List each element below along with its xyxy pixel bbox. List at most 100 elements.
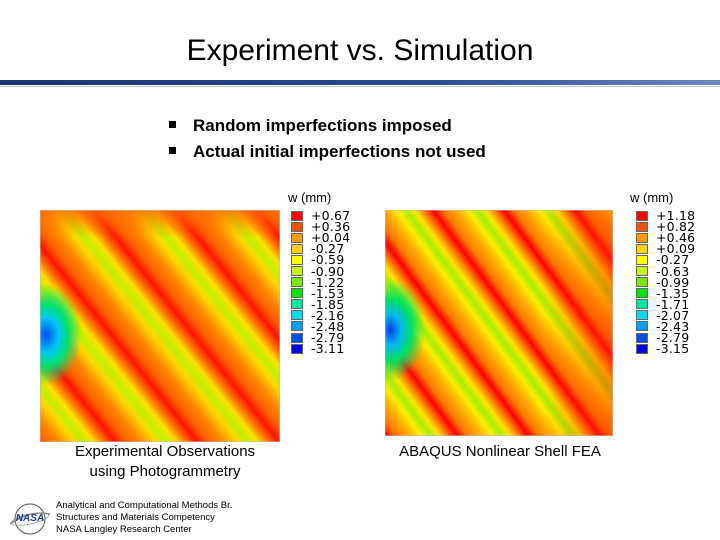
legend-entry: -0.27 — [291, 241, 350, 257]
legend-value: -0.59 — [311, 252, 345, 268]
legend-entry: +0.67 — [291, 208, 351, 224]
legend-entry: -2.79 — [291, 331, 350, 344]
legend-swatch — [291, 310, 303, 321]
legend-value: -1.22 — [311, 274, 345, 290]
legend-entry: -0.90 — [291, 263, 350, 279]
legend-entry: -1.22 — [291, 274, 350, 290]
legend-entry: -1.35 — [636, 285, 695, 301]
legend-value: -1.53 — [311, 285, 345, 301]
legend-swatch — [636, 254, 648, 265]
legend-entry: +0.46 — [636, 230, 696, 246]
legend-swatch — [291, 277, 303, 288]
legend-value: +1.18 — [656, 208, 696, 224]
legend-swatch — [636, 343, 648, 354]
legend-value: +0.46 — [656, 230, 696, 246]
footer: Analytical and Computational Methods Br.… — [56, 500, 232, 536]
legend-entry: -2.48 — [291, 318, 350, 334]
legend-title: w (mm) — [288, 190, 332, 205]
experimental-caption: Experimental Observations using Photogra… — [40, 442, 290, 482]
legend-swatch — [291, 266, 303, 277]
legend-entry: -0.27 — [636, 252, 695, 268]
legend-value: -0.99 — [656, 274, 690, 290]
legend-value: -1.71 — [656, 296, 690, 312]
legend-value: -0.27 — [311, 241, 345, 257]
legend-value: +0.04 — [311, 230, 351, 246]
legend-entry: -1.53 — [291, 285, 350, 301]
legend-swatch — [291, 288, 303, 299]
legend-swatch — [636, 299, 648, 310]
legend-value: -1.85 — [311, 296, 345, 312]
footer-line: NASA Langley Research Center — [56, 524, 192, 535]
legend-entry: -0.99 — [636, 274, 695, 290]
bullet-text: Actual initial imperfections not used — [193, 142, 486, 161]
legend-value: -0.90 — [311, 263, 345, 279]
legend-value: -0.63 — [656, 263, 690, 279]
legend-value: -2.79 — [656, 330, 690, 346]
legend-swatch — [291, 243, 303, 254]
legend-left: +0.67 +0.36 +0.04 -0.27 -0.59 -0.90 -1.22 -1.53… — [291, 208, 351, 357]
legend-entry: -0.59 — [291, 252, 350, 268]
experimental-contour-plot — [40, 210, 280, 442]
simulation-caption: ABAQUS Nonlinear Shell FEA — [399, 443, 601, 460]
simulation-contour-plot — [385, 210, 613, 436]
legend-swatch — [291, 299, 303, 310]
legend-value: -2.16 — [311, 307, 345, 323]
legend-swatch — [291, 210, 303, 221]
legend-swatch — [636, 277, 648, 288]
bullet-item: Random imperfections imposed — [165, 113, 486, 139]
legend-value: -3.11 — [311, 341, 345, 357]
bullet-item: Actual initial imperfections not used — [165, 139, 486, 165]
legend-entry: -0.63 — [636, 263, 695, 279]
footer-line: Structures and Materials Competency — [56, 512, 215, 523]
legend-entry: +0.82 — [636, 219, 696, 235]
legend-value: -1.35 — [656, 285, 690, 301]
legend-entry: -2.16 — [291, 307, 350, 323]
legend-value: -0.27 — [656, 252, 690, 268]
legend-swatch — [636, 266, 648, 277]
legend-swatch — [636, 321, 648, 332]
legend-entry: -2.07 — [636, 307, 695, 323]
legend-entry: +0.04 — [291, 230, 351, 246]
legend-swatch — [636, 332, 648, 343]
legend-swatch — [636, 288, 648, 299]
legend-value: +0.09 — [656, 241, 696, 257]
legend-entry: -1.71 — [636, 296, 695, 312]
legend-entry: -1.85 — [291, 296, 350, 312]
legend-swatch — [291, 343, 303, 354]
legend-entry: +0.36 — [291, 219, 351, 235]
bullet-list: Random imperfections imposed Actual init… — [165, 113, 486, 165]
legend-swatch — [291, 332, 303, 343]
legend-value: +0.82 — [656, 219, 696, 235]
bullet-square-icon — [169, 146, 176, 154]
legend-entry: -3.11 — [291, 341, 350, 357]
legend-right: +1.18 +0.82 +0.46 +0.09 -0.27 -0.63 -0.99 -1.35… — [636, 208, 696, 357]
legend-value: -2.07 — [656, 307, 690, 323]
legend-title: w (mm) — [630, 190, 674, 205]
nasa-logo-text: NASA — [15, 513, 45, 524]
legend-value: -2.43 — [656, 318, 690, 334]
caption-line: using Photogrammetry — [89, 463, 241, 480]
legend-entry: +0.09 — [636, 241, 696, 257]
slide-title: Experiment vs. Simulation — [186, 34, 534, 67]
legend-swatch — [636, 310, 648, 321]
legend-swatch — [291, 321, 303, 332]
title-divider-highlight — [0, 86, 720, 87]
legend-swatch — [636, 243, 648, 254]
legend-value: +0.36 — [311, 219, 351, 235]
bullet-square-icon — [169, 120, 176, 128]
legend-value: -2.48 — [311, 318, 345, 334]
legend-swatch — [291, 221, 303, 232]
bullet-text: Random imperfections imposed — [193, 116, 452, 135]
legend-entry: -2.79 — [636, 330, 695, 346]
legend-swatch — [636, 232, 648, 243]
footer-line: Analytical and Computational Methods Br. — [56, 500, 233, 511]
nasa-logo-icon — [9, 503, 51, 535]
caption-line: Experimental Observations — [74, 443, 256, 460]
legend-entry: -2.43 — [636, 318, 695, 334]
legend-swatch — [636, 210, 648, 221]
legend-swatch — [291, 232, 303, 243]
legend-entry: -3.15 — [636, 341, 695, 357]
legend-swatch — [636, 221, 648, 232]
legend-value: +0.67 — [311, 208, 351, 224]
legend-value: -3.15 — [656, 341, 690, 357]
